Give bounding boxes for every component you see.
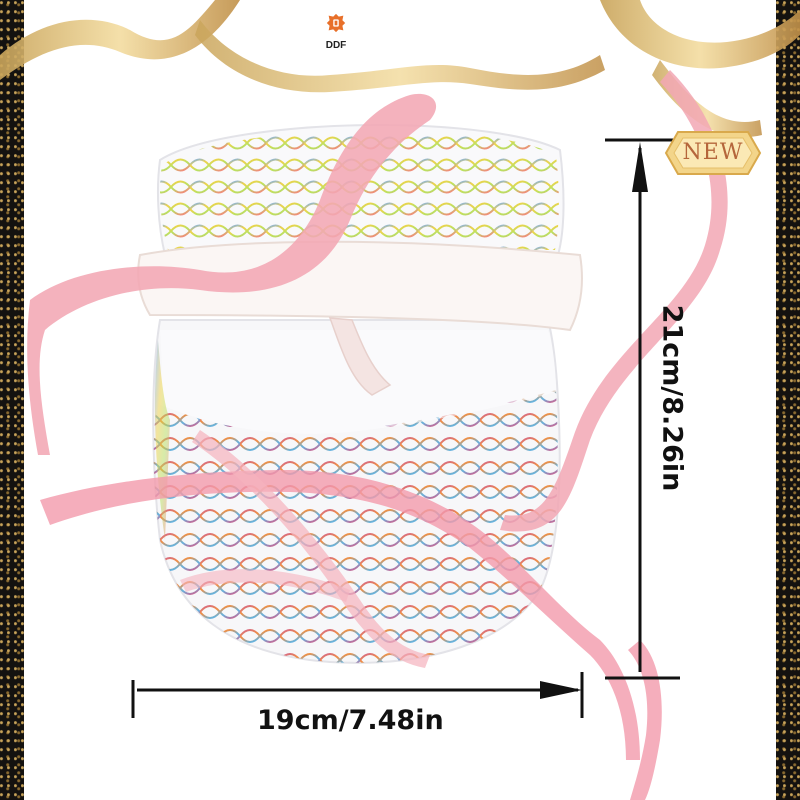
width-dimension-line	[131, 672, 584, 718]
left-glitter-border	[0, 0, 24, 800]
new-badge-label: NEW	[682, 140, 744, 165]
pink-ribbon-3	[500, 70, 728, 532]
brand-logo: DDF	[316, 12, 356, 51]
mask-lower-mesh	[153, 390, 558, 663]
brand-crest-icon	[326, 13, 346, 33]
width-label: 19cm/7.48in	[257, 705, 444, 736]
badge-shape	[664, 131, 762, 175]
new-badge: NEW	[658, 128, 768, 178]
height-label: 21cm/8.26in	[656, 304, 688, 492]
pink-ribbon-1	[27, 93, 437, 455]
brand-name: DDF	[325, 40, 347, 51]
gold-ribbon-top-right	[600, 0, 800, 69]
gold-ribbon-top-left	[0, 0, 240, 80]
pink-ribbon-2	[40, 470, 640, 760]
gold-ribbon-top-center	[195, 20, 605, 93]
height-dimension-line	[605, 138, 680, 680]
right-glitter-border	[776, 0, 800, 800]
